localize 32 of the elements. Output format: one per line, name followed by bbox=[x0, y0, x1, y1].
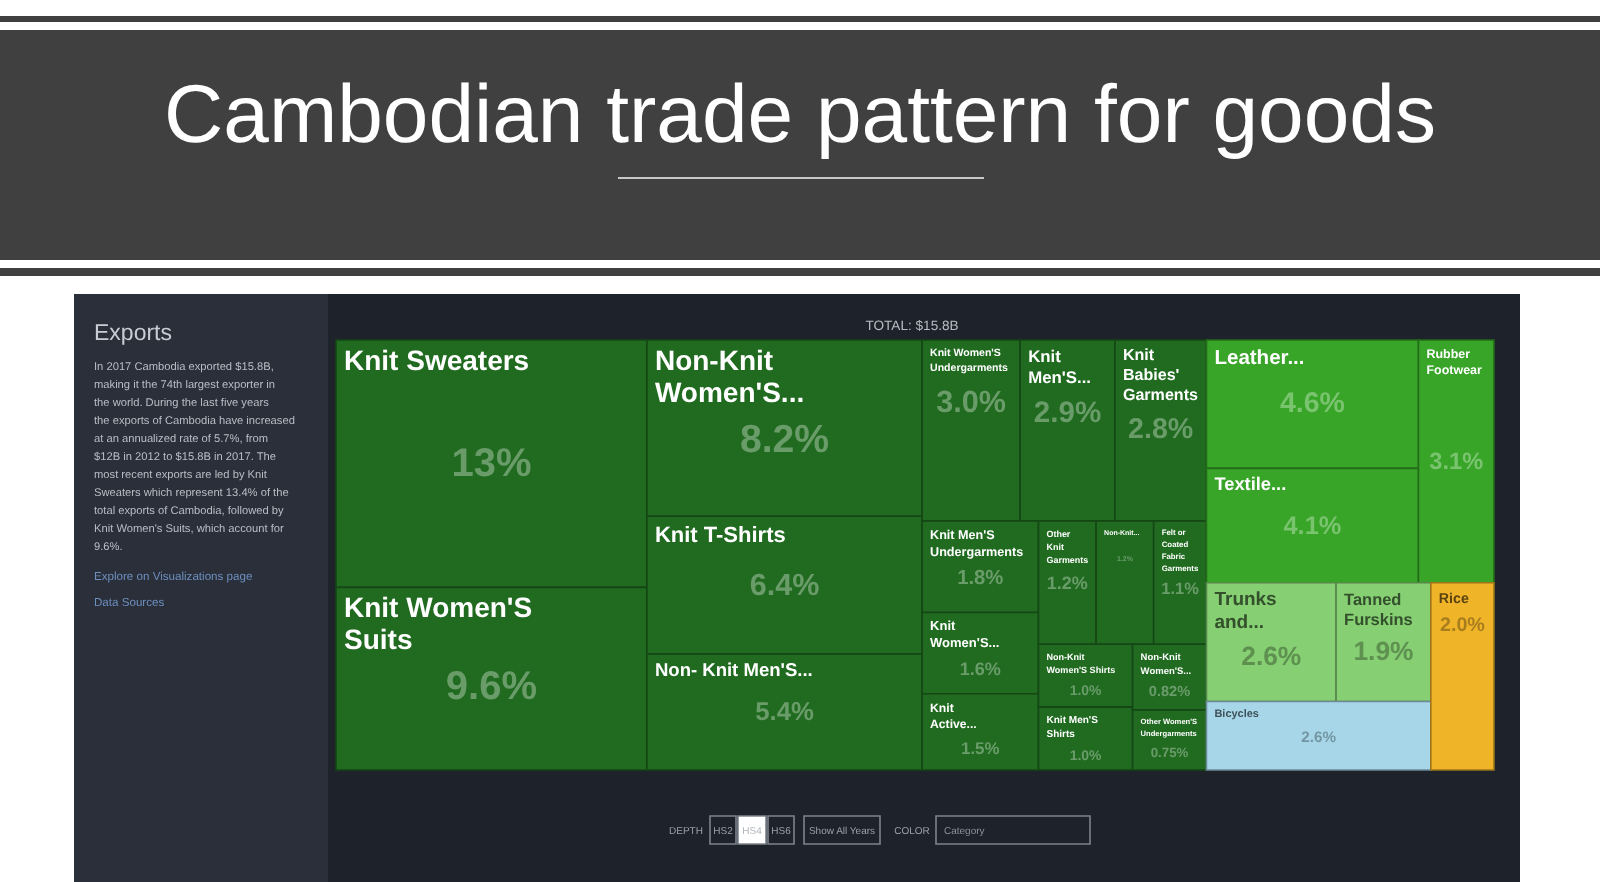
category-label: Knit Babies' Garments bbox=[1122, 346, 1199, 405]
data-label: 1.1% bbox=[1161, 580, 1201, 599]
category-label: Leather... bbox=[1214, 348, 1305, 370]
data-label: 4.1% bbox=[1283, 509, 1342, 540]
data-label: 6.4% bbox=[749, 569, 821, 604]
data-label: 1.6% bbox=[959, 659, 1001, 680]
category-label: Knit Men'S... bbox=[1028, 346, 1092, 387]
data-label: 9.6% bbox=[445, 665, 538, 710]
data-label: 3.1% bbox=[1429, 447, 1485, 476]
data-label: 2.0% bbox=[1439, 614, 1486, 637]
category-label: Knit T-Shirts bbox=[654, 524, 786, 549]
data-label: 4.6% bbox=[1279, 388, 1346, 421]
category-label: Non-Knit Women'S... bbox=[654, 344, 805, 408]
category-label: Tanned Furskins bbox=[1344, 590, 1414, 630]
data-label: 1.5% bbox=[961, 738, 1001, 759]
category-label: Knit Women'S Suits bbox=[344, 591, 533, 656]
data-label: 5.4% bbox=[755, 695, 815, 726]
data-label: 1.2% bbox=[1046, 572, 1088, 593]
data-label: 2.8% bbox=[1128, 414, 1194, 447]
data-label: 2.9% bbox=[1033, 398, 1102, 431]
category-label: Non- Knit Men'S... bbox=[654, 659, 813, 680]
data-label: 8.2% bbox=[739, 417, 830, 462]
data-label: 13% bbox=[451, 441, 532, 486]
text: Cambodian trade pattern for goods bbox=[164, 68, 1436, 160]
data-label: 1.8% bbox=[957, 568, 1004, 591]
category-label: Trunks and... bbox=[1214, 588, 1277, 634]
category-label: Knit Sweaters bbox=[344, 344, 530, 376]
data-label: 2.6% bbox=[1241, 640, 1302, 671]
data-label: 1.9% bbox=[1353, 635, 1415, 666]
category-label: Textile... bbox=[1214, 474, 1287, 495]
text: Exports bbox=[94, 322, 173, 346]
data-label: 3.0% bbox=[936, 386, 1007, 421]
